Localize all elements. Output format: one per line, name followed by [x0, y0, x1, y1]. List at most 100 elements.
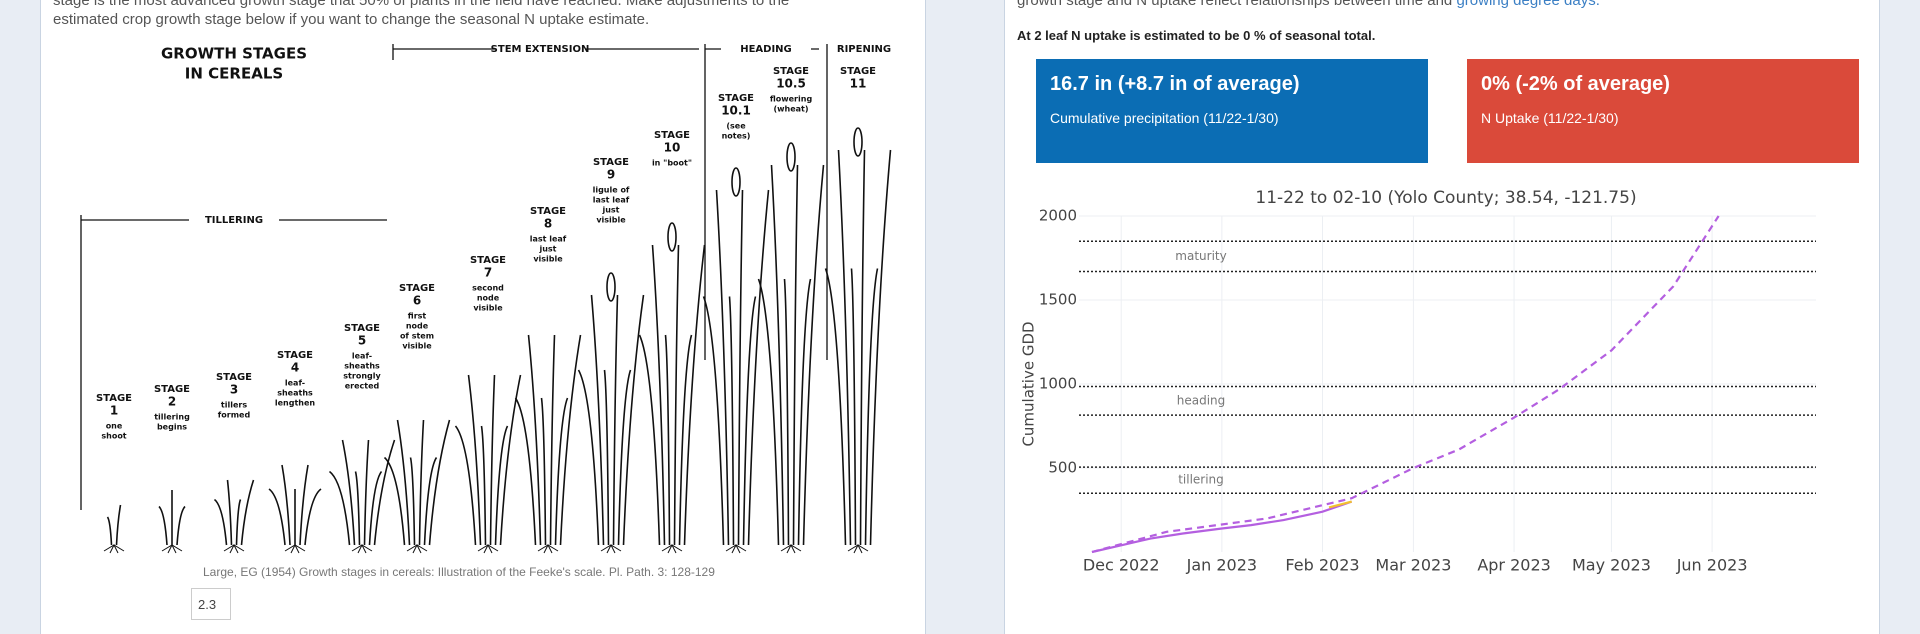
- y-tick-label: 1000: [1039, 375, 1077, 393]
- series-line: [1091, 500, 1353, 554]
- intro-text-part: growth stage and N uptake reflect relati…: [1017, 0, 1457, 9]
- stage-note: second: [472, 284, 504, 293]
- stage-note: just: [538, 245, 556, 254]
- roots: [103, 543, 125, 554]
- stage-name: STAGE: [470, 255, 506, 266]
- right-card: growth stage and N uptake reflect relati…: [1004, 0, 1880, 634]
- info-label: Cumulative precipitation (11/22-1/30): [1050, 110, 1279, 126]
- plant-head: [606, 272, 616, 302]
- stage-note: (see: [726, 122, 746, 131]
- x-tick-label: Mar 2023: [1375, 556, 1451, 575]
- stage-note: last leaf: [593, 196, 630, 205]
- stage-name: STAGE: [277, 350, 313, 361]
- stage-name: STAGE: [654, 130, 690, 141]
- stage-note: just: [601, 206, 619, 215]
- phase-label-bg: [495, 42, 585, 56]
- intro-text: stage is the most advanced growth stage …: [53, 0, 789, 29]
- stage-input[interactable]: 2.3: [191, 588, 231, 620]
- stage-name: STAGE: [773, 66, 809, 77]
- phase-label: STEM EXTENSION: [491, 44, 590, 55]
- stage-note: last leaf: [530, 235, 567, 244]
- stage-note: visible: [596, 216, 626, 225]
- roots: [477, 543, 499, 554]
- left-card: stage is the most advanced growth stage …: [40, 0, 926, 634]
- info-value: 0% (-2% of average): [1481, 73, 1670, 95]
- stage-note: strongly: [343, 372, 381, 381]
- stage-number: 5: [358, 334, 366, 348]
- info-card: 0% (-2% of average) N Uptake (11/22-1/30): [1467, 59, 1859, 163]
- stage-number: 11: [850, 77, 867, 91]
- phase-label-bg: [721, 42, 811, 56]
- x-tick-label: Feb 2023: [1285, 556, 1359, 575]
- phase-label-bg: [819, 42, 909, 56]
- stage-note: shoot: [101, 432, 126, 441]
- gdd-chart: 11-22 to 02-10 (Yolo County; 38.54, -121…: [1020, 188, 1816, 575]
- stage-name: STAGE: [216, 372, 252, 383]
- stage-name: STAGE: [344, 323, 380, 334]
- stage-note: node: [406, 322, 429, 331]
- plant-head: [786, 142, 796, 172]
- stage-note: leaf-: [285, 379, 305, 388]
- stage-note: tillering: [154, 413, 190, 422]
- stage-note: notes): [722, 132, 751, 141]
- roots: [223, 543, 245, 554]
- stage-number: 10.5: [776, 77, 806, 91]
- stage-number: 10: [664, 141, 681, 155]
- stage-number: 9: [607, 168, 615, 182]
- x-tick-label: Jan 2023: [1186, 556, 1257, 575]
- y-tick-label: 1500: [1039, 291, 1077, 309]
- reference-label: tillering: [1178, 473, 1224, 487]
- stage-name: STAGE: [593, 157, 629, 168]
- stage-note: begins: [157, 423, 187, 432]
- plant: [514, 334, 582, 546]
- y-tick-label: 500: [1048, 459, 1077, 477]
- illustration-title: IN CEREALS: [185, 65, 283, 83]
- stage-note: one: [106, 422, 123, 431]
- stage-number: 7: [484, 266, 492, 280]
- stage-note: visible: [533, 255, 563, 264]
- roots: [661, 543, 683, 554]
- plant: [454, 374, 522, 546]
- stage-number: 8: [544, 217, 552, 231]
- reference-label: heading: [1177, 393, 1226, 407]
- stage-note: of stem: [400, 332, 434, 341]
- stage-note: (wheat): [773, 105, 808, 114]
- stage-note: leaf-: [352, 352, 372, 361]
- plant: [213, 479, 255, 546]
- stage-name: STAGE: [840, 66, 876, 77]
- stage-number: 10.1: [721, 104, 751, 118]
- stage-number: 4: [291, 361, 299, 375]
- info-value: 16.7 in (+8.7 in of average): [1050, 73, 1300, 95]
- stage-number: 1: [110, 404, 118, 418]
- stage-note: flowering: [770, 95, 813, 104]
- phase-label: RIPENING: [837, 44, 891, 55]
- plant: [328, 439, 396, 546]
- intro-line: stage is the most advanced growth stage …: [53, 0, 790, 9]
- x-tick-label: Dec 2022: [1083, 556, 1160, 575]
- stage-note: visible: [402, 342, 432, 351]
- growth-stage-illustration: GROWTH STAGES IN CEREALS TILLERING STEM EXT…: [80, 42, 909, 554]
- plant: [638, 244, 706, 546]
- roots: [600, 543, 622, 554]
- roots: [725, 543, 747, 554]
- series-line: [1091, 215, 1720, 554]
- intro-line: estimated crop growth stage below if you…: [53, 11, 650, 28]
- illustration-title: GROWTH STAGES: [161, 45, 307, 63]
- plant-head: [667, 222, 677, 252]
- y-axis-label: Cumulative GDD: [1020, 321, 1038, 446]
- plant: [383, 419, 451, 546]
- chart-title: 11-22 to 02-10 (Yolo County; 38.54, -121…: [1255, 188, 1636, 208]
- gdd-link[interactable]: growing degree days.: [1456, 0, 1600, 9]
- plant: [824, 149, 892, 546]
- y-tick-label: 2000: [1039, 207, 1077, 225]
- caption: Large, EG (1954) Growth stages in cereal…: [203, 565, 715, 579]
- stage-name: STAGE: [96, 393, 132, 404]
- plant: [158, 490, 186, 546]
- roots: [847, 543, 869, 554]
- plant-head: [853, 127, 863, 157]
- stage-note: sheaths: [277, 389, 313, 398]
- stage-note: in "boot": [652, 159, 692, 168]
- stage-note: visible: [473, 304, 503, 313]
- x-tick-label: Apr 2023: [1477, 556, 1550, 575]
